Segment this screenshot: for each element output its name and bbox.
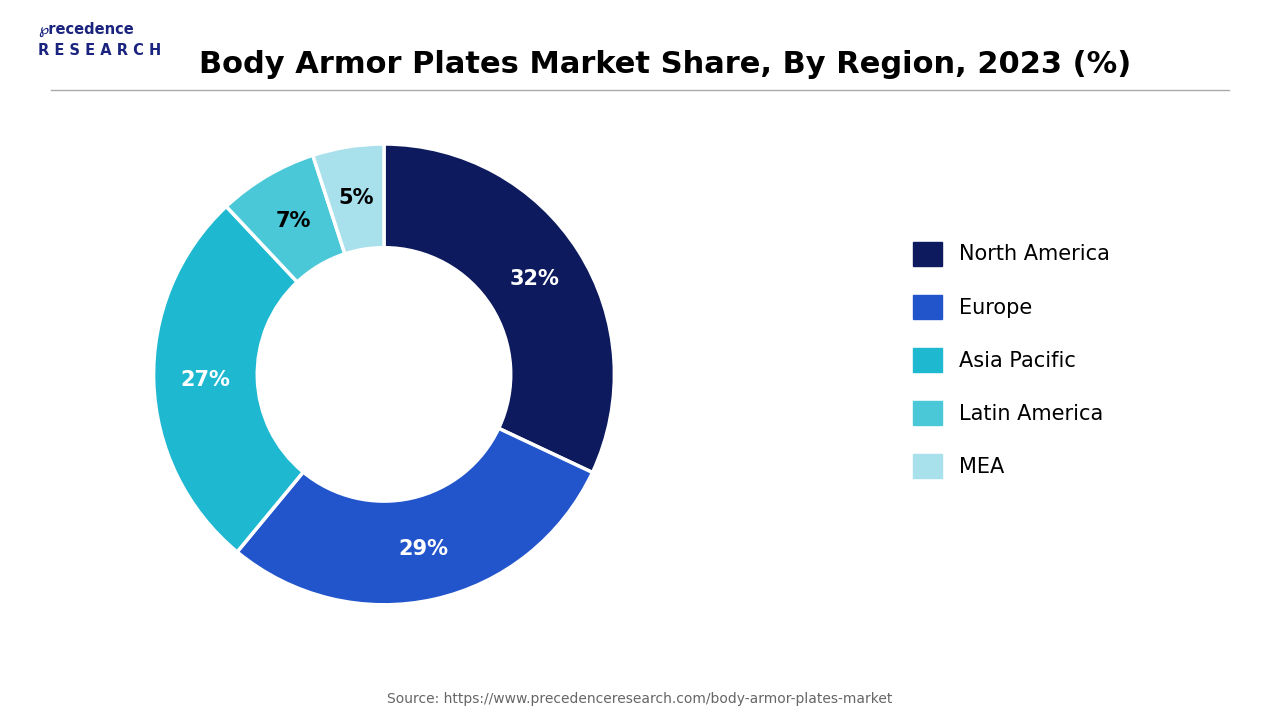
Wedge shape (312, 144, 384, 254)
Text: 32%: 32% (509, 269, 559, 289)
Text: 7%: 7% (275, 211, 311, 230)
Text: Body Armor Plates Market Share, By Region, 2023 (%): Body Armor Plates Market Share, By Regio… (200, 50, 1132, 79)
Text: 5%: 5% (338, 188, 374, 208)
Wedge shape (227, 156, 344, 282)
Text: ℘recedence
R E S E A R C H: ℘recedence R E S E A R C H (38, 22, 161, 58)
Text: 27%: 27% (180, 370, 230, 390)
Wedge shape (384, 144, 614, 472)
Text: Source: https://www.precedenceresearch.com/body-armor-plates-market: Source: https://www.precedenceresearch.c… (388, 692, 892, 706)
Legend: North America, Europe, Asia Pacific, Latin America, MEA: North America, Europe, Asia Pacific, Lat… (913, 241, 1110, 479)
Wedge shape (154, 207, 303, 552)
Wedge shape (237, 428, 593, 605)
Text: 29%: 29% (398, 539, 448, 559)
